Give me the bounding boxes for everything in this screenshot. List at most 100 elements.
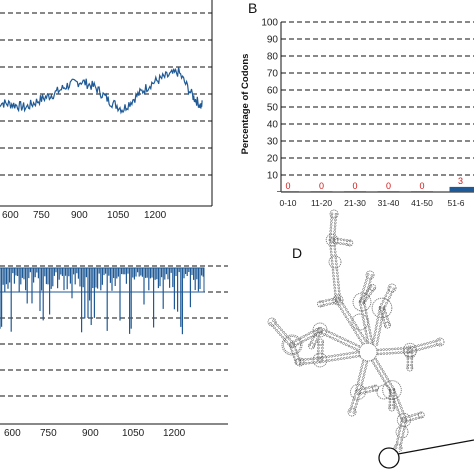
rna-loop [393, 443, 403, 453]
rna-nucleotide [314, 340, 318, 343]
rna-nucleotide [406, 357, 410, 361]
rna-nucleotide [336, 274, 339, 278]
rna-nucleotide [269, 322, 272, 325]
rna-nucleotide [392, 287, 396, 291]
zoom-circle [378, 447, 400, 469]
rna-nucleotide [397, 432, 401, 435]
rna-nucleotide [304, 358, 307, 361]
rna-nucleotide [372, 336, 376, 339]
rna-nucleotide [354, 405, 357, 409]
rna-nucleotide [363, 298, 367, 301]
rna-nucleotide [353, 395, 356, 399]
rna-nucleotide [329, 224, 333, 227]
rna-nucleotide [333, 247, 337, 251]
rna-nucleotide [334, 212, 338, 216]
rna-nucleotide [376, 318, 379, 321]
rna-nucleotide [377, 362, 380, 366]
rna-nucleotide [294, 339, 298, 342]
panel-b-bar [377, 191, 400, 192]
rna-nucleotide [394, 403, 397, 406]
rna-nucleotide [371, 342, 375, 345]
rna-nucleotide [316, 352, 320, 356]
rna-nucleotide [343, 305, 346, 309]
rna-nucleotide [383, 297, 386, 300]
rna-nucleotide [277, 331, 280, 334]
rna-nucleotide [334, 292, 337, 296]
rna-loop [369, 284, 377, 291]
rna-nucleotide [325, 303, 328, 306]
rna-nucleotide [335, 265, 338, 269]
rna-nucleotide [361, 291, 364, 294]
rna-nucleotide [280, 328, 283, 332]
rna-nucleotide [365, 390, 369, 394]
rna-nucleotide [334, 358, 337, 361]
rna-nucleotide [426, 342, 429, 345]
rna-nucleotide [358, 391, 362, 394]
panel-b-bar [277, 191, 299, 192]
panel-b-y-ticks: 10 20 30 40 50 60 70 80 90 100 [261, 18, 278, 182]
rna-nucleotide [353, 321, 356, 324]
rna-nucleotide [356, 397, 360, 400]
rna-nucleotide [401, 409, 404, 413]
rna-nucleotide [363, 306, 367, 309]
rna-nucleotide [332, 236, 336, 239]
rna-nucleotide [406, 360, 410, 364]
rna-nucleotide [355, 402, 358, 406]
rna-nucleotide [357, 378, 361, 381]
rna-nucleotide [363, 370, 367, 373]
rna-nucleotide [379, 325, 382, 328]
rna-nucleotide [363, 285, 366, 288]
rna-nucleotide [368, 331, 372, 335]
rna-nucleotide [368, 386, 371, 389]
panel-b-data-label: 0 [285, 181, 290, 191]
rna-nucleotide [329, 232, 332, 236]
rna-nucleotide [276, 324, 279, 327]
rna-nucleotide [391, 351, 394, 355]
rna-nucleotide [397, 435, 400, 438]
rna-nucleotide [385, 301, 388, 305]
rna-nucleotide [402, 427, 406, 431]
rna-nucleotide [298, 358, 302, 362]
rna-nucleotide [402, 416, 405, 420]
rna-nucleotide [304, 338, 307, 342]
rna-nucleotide [381, 313, 385, 316]
rna-nucleotide [334, 295, 337, 299]
rna-nucleotide [329, 247, 333, 251]
rna-nucleotide [331, 262, 334, 266]
rna-nucleotide [311, 338, 314, 341]
rna-nucleotide [336, 339, 340, 343]
rna-nucleotide [350, 345, 353, 349]
rna-loop [347, 407, 357, 417]
rna-nucleotide [336, 354, 339, 357]
rna-nucleotide [362, 318, 365, 321]
rna-nucleotide [423, 342, 426, 346]
rna-nucleotide [389, 293, 393, 296]
rna-nucleotide [342, 353, 345, 356]
rna-nucleotide [324, 299, 328, 302]
rna-nucleotide [332, 280, 336, 284]
rna-nucleotide [336, 241, 339, 245]
panel-b-bar [411, 191, 433, 192]
rna-nucleotide [371, 359, 374, 363]
rna-loop [402, 342, 418, 358]
rna-nucleotide [361, 379, 364, 382]
rna-nucleotide [364, 282, 367, 285]
panel-b-y-tick: 40 [267, 120, 279, 131]
rna-nucleotide [279, 333, 282, 337]
rna-nucleotide [293, 345, 297, 349]
rna-nucleotide [377, 334, 380, 337]
rna-nucleotide [337, 357, 340, 361]
rna-nucleotide [381, 300, 385, 303]
rna-nucleotide [349, 356, 352, 359]
rna-nucleotide [330, 354, 333, 358]
rna-nucleotide [334, 253, 337, 257]
rna-nucleotide [392, 397, 395, 401]
rna-nucleotide [365, 332, 368, 336]
rna-nucleotide [383, 379, 386, 383]
rna-nucleotide [365, 279, 368, 282]
rna-loop [372, 384, 380, 392]
rna-nucleotide [388, 394, 392, 398]
rna-nucleotide [348, 313, 351, 316]
rna-nucleotide [357, 350, 360, 354]
rna-nucleotide [367, 286, 370, 289]
